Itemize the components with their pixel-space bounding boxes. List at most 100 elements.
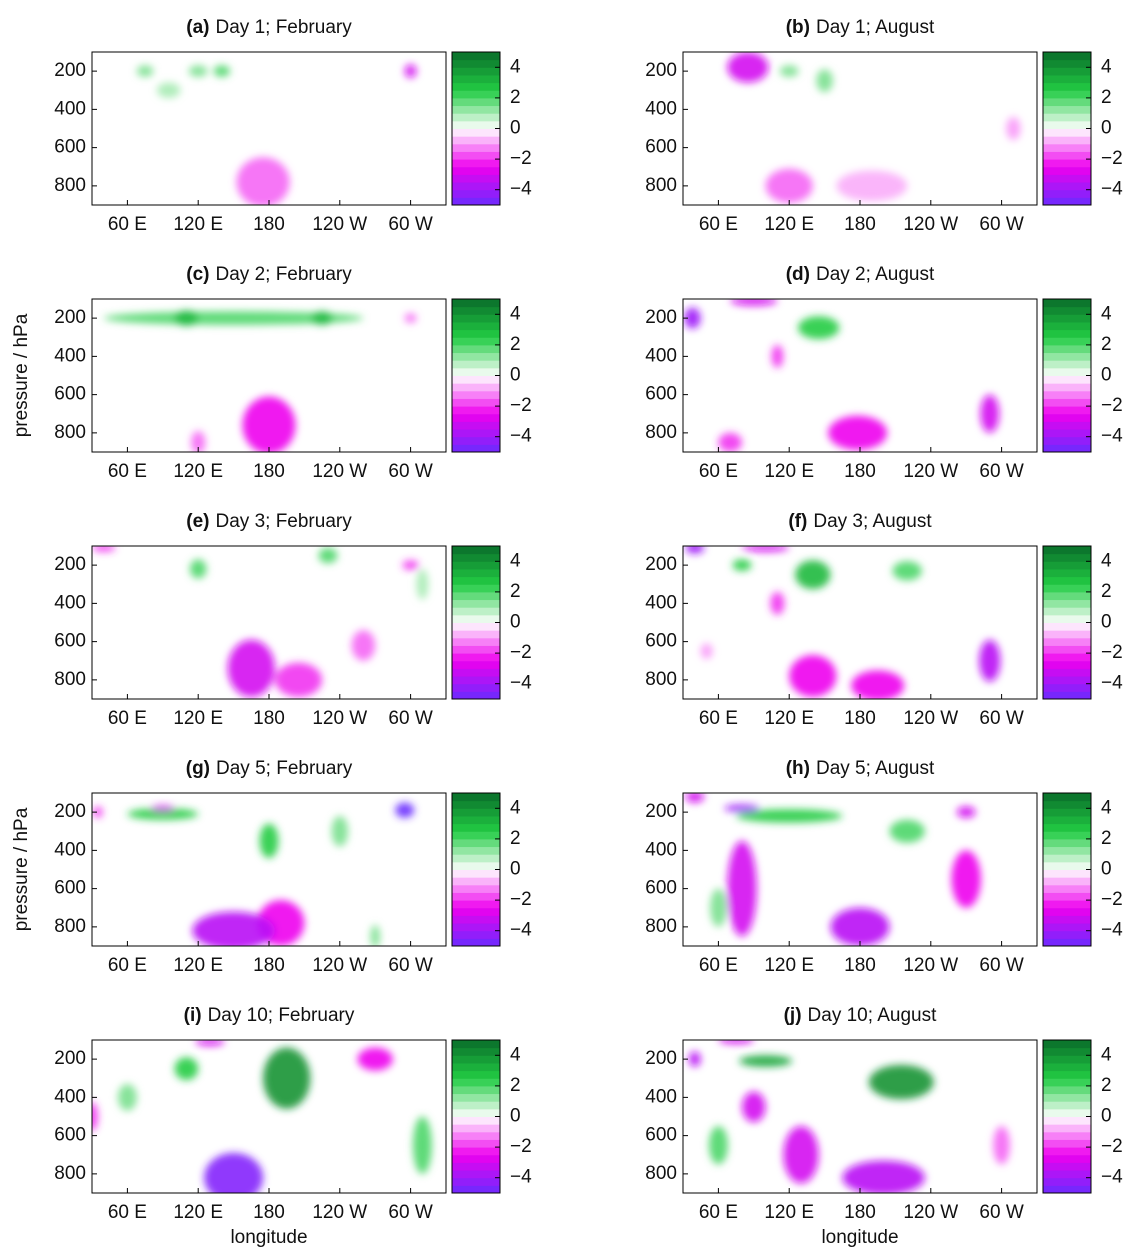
anomaly xyxy=(151,805,175,812)
colorbar-step xyxy=(452,67,500,76)
colorbar-step xyxy=(452,1185,500,1194)
contour-field xyxy=(92,1040,446,1193)
colorbar-tick-label: −2 xyxy=(1101,395,1123,416)
anomaly xyxy=(92,546,116,552)
panel-title-text: Day 2; August xyxy=(816,264,935,285)
panel-title: (i) Day 10; February xyxy=(184,1005,355,1026)
colorbar-tick-label: −4 xyxy=(1101,920,1123,941)
colorbar-step xyxy=(452,166,500,175)
anomaly xyxy=(416,568,429,600)
colorbar-step xyxy=(452,846,500,855)
colorbar-tick-label: 2 xyxy=(1101,581,1112,602)
contour-field xyxy=(92,52,446,205)
colorbar-tick-label: 2 xyxy=(510,581,521,602)
colorbar-step xyxy=(452,823,500,832)
panel-title: (h) Day 5; August xyxy=(786,758,935,779)
colorbar-step xyxy=(452,907,500,916)
colorbar-tick-label: 4 xyxy=(510,1044,521,1065)
colorbar-tick-label: −2 xyxy=(1101,642,1123,663)
contour-blobs xyxy=(92,1040,432,1193)
anomaly xyxy=(191,430,206,452)
colorbar-step xyxy=(1043,861,1091,870)
colorbar-step xyxy=(1043,938,1091,947)
anomaly xyxy=(92,1102,98,1131)
anomaly xyxy=(892,561,922,581)
anomaly xyxy=(192,911,275,946)
colorbar-tick-label: −2 xyxy=(1101,148,1123,169)
colorbar-step xyxy=(452,74,500,84)
colorbar-tick-label: −4 xyxy=(1101,179,1123,200)
x-axis-label: longitude xyxy=(230,1227,307,1248)
x-tick-label: 180 xyxy=(253,461,285,482)
colorbar-step xyxy=(1043,800,1091,809)
anomaly xyxy=(727,52,769,83)
anomaly xyxy=(174,1057,199,1081)
contour-field xyxy=(683,299,1037,452)
x-tick-label: 60 E xyxy=(699,1202,738,1223)
colorbar-step xyxy=(1043,189,1091,198)
panel-title: (f) Day 3; August xyxy=(788,511,932,532)
anomaly xyxy=(331,815,349,847)
colorbar-step xyxy=(1043,166,1091,175)
x-tick-label: 60 E xyxy=(108,955,147,976)
colorbar-step xyxy=(452,630,500,639)
colorbar-step xyxy=(452,938,500,947)
y-tick-label: 600 xyxy=(645,137,677,158)
panel-label: (e) xyxy=(186,511,209,532)
x-tick-label: 180 xyxy=(844,214,876,235)
contour-blobs xyxy=(685,793,981,946)
panel-label: (c) xyxy=(186,264,209,285)
panel-label: (i) xyxy=(184,1005,202,1026)
colorbar-step xyxy=(452,97,500,107)
y-tick-label: 600 xyxy=(645,384,677,405)
y-tick-label: 200 xyxy=(54,1048,86,1069)
y-tick-label: 200 xyxy=(54,554,86,575)
y-tick-label: 400 xyxy=(645,592,677,613)
panel: (j) Day 10; August 200 400 600 800 60 E 120 E 18… xyxy=(645,1005,1123,1248)
colorbar-tick-label: 0 xyxy=(510,1106,521,1127)
colorbar-tick-label: 0 xyxy=(1101,859,1112,880)
colorbar-tick-label: 2 xyxy=(510,334,521,355)
colorbar-step xyxy=(452,1170,500,1179)
colorbar-step xyxy=(1043,128,1091,137)
anomaly xyxy=(204,1152,264,1193)
anomaly xyxy=(404,313,417,323)
colorbar-step xyxy=(1043,1062,1091,1072)
anomaly xyxy=(103,311,364,325)
colorbar-step xyxy=(1043,90,1091,99)
x-tick-label: 60 W xyxy=(388,1202,432,1223)
anomaly xyxy=(732,559,752,571)
anomaly xyxy=(402,560,419,570)
colorbar-step xyxy=(452,421,500,430)
x-tick-label: 120 E xyxy=(764,214,814,235)
y-tick-label: 400 xyxy=(645,839,677,860)
colorbar-step xyxy=(452,383,500,392)
colorbar-step xyxy=(1043,630,1091,639)
x-tick-label: 180 xyxy=(844,1202,876,1223)
colorbar-step xyxy=(1043,406,1091,415)
x-tick-label: 60 E xyxy=(108,1202,147,1223)
colorbar-step xyxy=(1043,1085,1091,1095)
colorbar-step xyxy=(452,568,500,578)
x-tick-label: 120 E xyxy=(764,708,814,729)
colorbar-step xyxy=(452,321,500,331)
colorbar-step xyxy=(1043,1139,1091,1148)
panel: (e) Day 3; February 200 400 600 800 60 E 120 E 1… xyxy=(54,511,532,729)
colorbar-tick-label: −4 xyxy=(510,1167,532,1188)
colorbar-step xyxy=(452,660,500,669)
colorbar-step xyxy=(1043,923,1091,932)
colorbar-step xyxy=(452,591,500,601)
panel-title-text: Day 1; February xyxy=(216,17,353,38)
panel-title: (d) Day 2; August xyxy=(786,264,935,285)
x-tick-label: 120 W xyxy=(312,214,367,235)
anomaly xyxy=(136,65,154,77)
colorbar-step xyxy=(1043,436,1091,445)
y-tick-label: 800 xyxy=(645,916,677,937)
anomaly xyxy=(117,1083,137,1111)
colorbar-step xyxy=(452,406,500,415)
panel-title-text: Day 5; August xyxy=(816,758,935,779)
anomaly xyxy=(765,168,813,204)
colorbar-step xyxy=(1043,136,1091,145)
colorbar-step xyxy=(1043,854,1091,863)
anomaly xyxy=(318,547,338,564)
